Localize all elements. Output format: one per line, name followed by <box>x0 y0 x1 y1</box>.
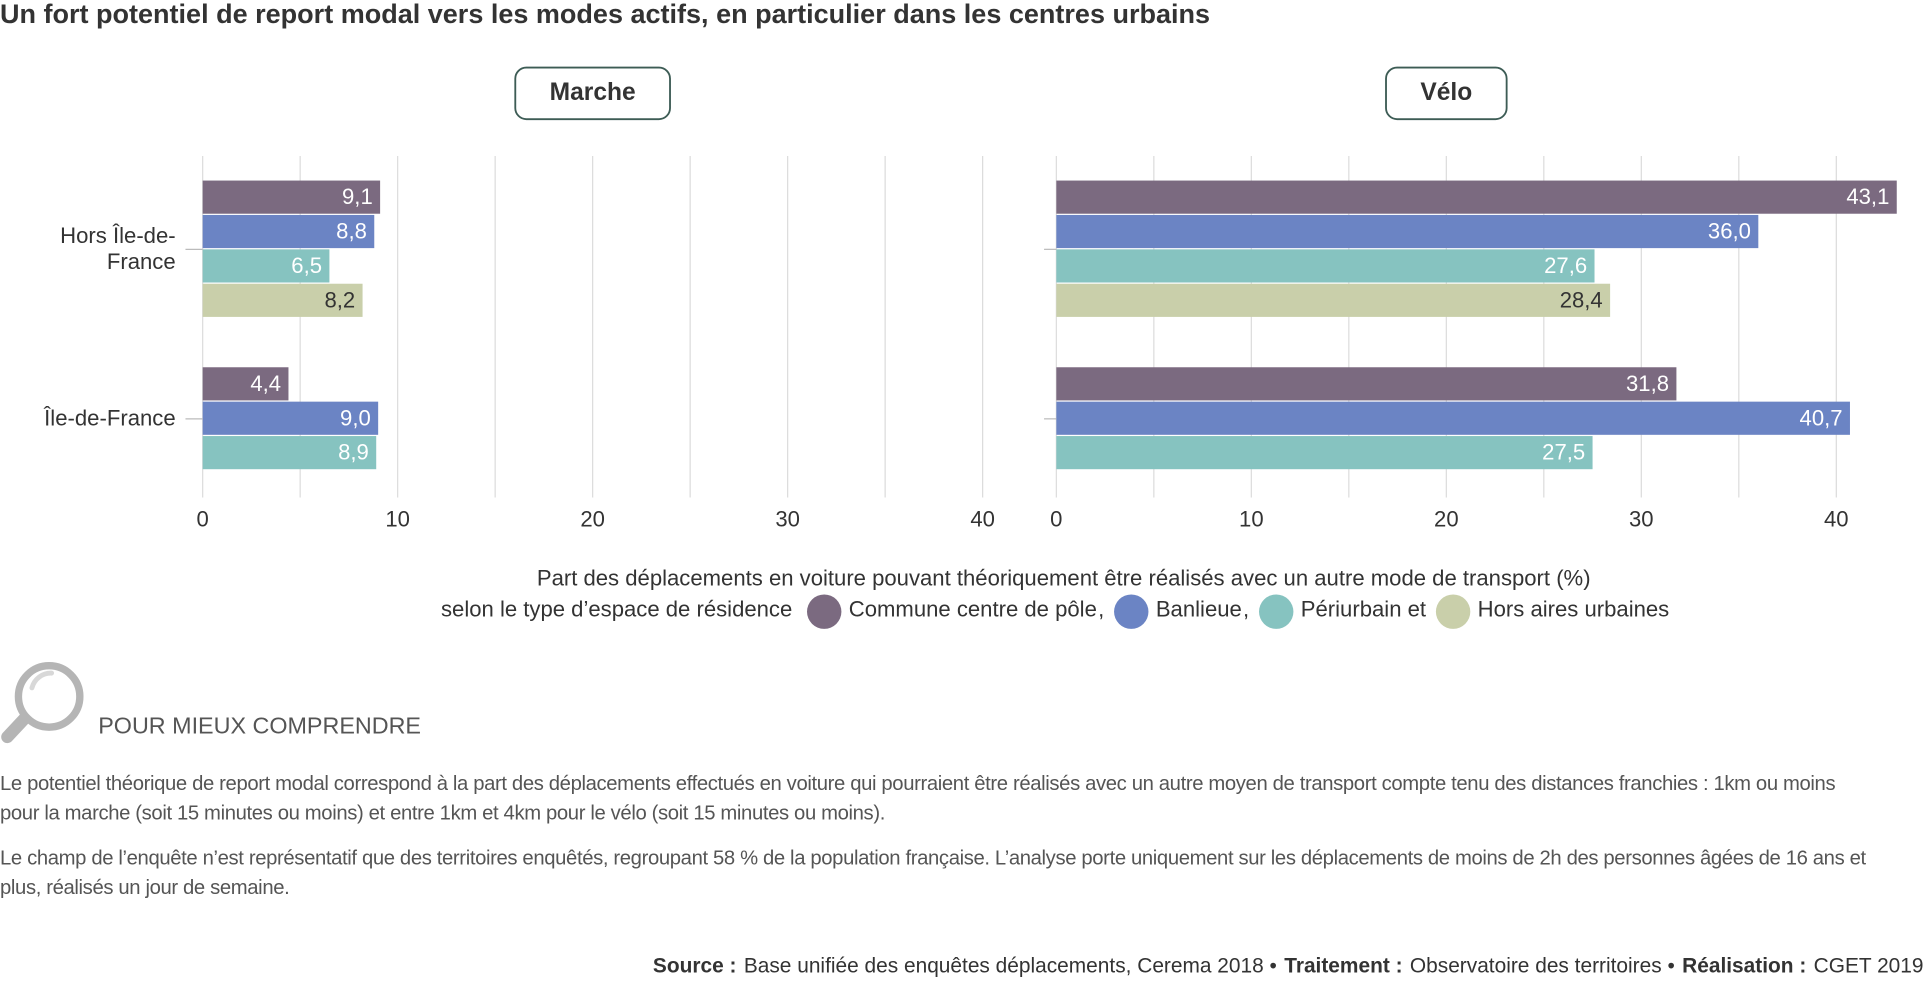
bar <box>1056 214 1759 249</box>
value-label: 28,4 <box>1560 287 1603 312</box>
axis-title: Part des déplacements en voiture pouvant… <box>537 566 1591 591</box>
panel-title: Marche <box>550 79 636 106</box>
value-label: 4,4 <box>250 371 281 396</box>
x-tick-label: 20 <box>580 507 605 532</box>
source-text: Base unifiée des enquêtes déplacements, … <box>744 954 1277 977</box>
source-text: Observatoire des territoires • <box>1410 954 1675 977</box>
category-label: Hors Île-de-France <box>60 223 176 274</box>
x-tick-label: 30 <box>775 507 800 532</box>
source-label: Réalisation : <box>1682 954 1806 977</box>
x-tick-label: 30 <box>1629 507 1654 532</box>
value-label: 8,9 <box>338 440 369 465</box>
bar <box>1056 283 1611 317</box>
x-tick-label: 0 <box>1050 507 1062 532</box>
chart-title: Un fort potentiel de report modal vers l… <box>0 0 1210 29</box>
bar <box>1056 401 1850 435</box>
bar <box>202 214 375 249</box>
x-tick-label: 10 <box>385 507 410 532</box>
bar <box>202 401 379 435</box>
source-text: CGET 2019 <box>1814 954 1924 977</box>
legend: selon le type d’espace de résidence Commu… <box>441 594 1670 629</box>
x-tick-label: 10 <box>1239 507 1264 532</box>
legend-label: Hors aires urbaines <box>1478 596 1670 621</box>
source-label: Source : <box>653 954 737 977</box>
value-label: 8,2 <box>324 287 355 312</box>
note-paragraph: Le champ de l’enquête n’est représentati… <box>0 847 1866 900</box>
bar <box>1056 180 1897 214</box>
legend-swatch <box>807 594 842 629</box>
value-label: 31,8 <box>1626 371 1669 396</box>
legend-separator: , <box>1098 596 1104 621</box>
legend-swatch <box>1435 594 1471 629</box>
value-label: 36,0 <box>1708 219 1751 244</box>
legend-label: Périurbain <box>1301 596 1402 621</box>
value-label: 9,1 <box>342 184 373 209</box>
note-paragraph: Le potentiel théorique de report modal c… <box>0 772 1836 825</box>
source: Source : Base unifiée des enquêtes déplac… <box>653 954 1924 977</box>
value-label: 27,5 <box>1542 440 1585 465</box>
bar <box>202 436 377 470</box>
bar <box>1056 436 1593 470</box>
x-tick-label: 40 <box>970 507 995 532</box>
legend-swatch <box>1259 594 1294 629</box>
value-label: 8,8 <box>336 219 367 244</box>
magnifier-icon <box>1 662 84 744</box>
bar <box>202 180 381 214</box>
value-label: 9,0 <box>340 405 371 430</box>
legend-separator: et <box>1408 596 1426 621</box>
category-label: Île-de-France <box>44 405 176 431</box>
x-tick-label: 40 <box>1824 507 1849 532</box>
legend-separator: , <box>1243 596 1249 621</box>
bar <box>1056 367 1677 401</box>
legend-label: Banlieue <box>1156 596 1242 621</box>
bar <box>202 367 289 401</box>
source-label: Traitement : <box>1284 954 1402 977</box>
bar <box>1056 249 1595 283</box>
value-label: 43,1 <box>1846 184 1889 209</box>
note-heading: POUR MIEUX COMPRENDRE <box>98 712 421 738</box>
legend-swatch <box>1114 594 1149 629</box>
legend-label: Commune centre de pôle <box>849 596 1097 621</box>
panel-title-box <box>1385 66 1508 121</box>
note: Le potentiel théorique de report modal c… <box>0 769 1867 919</box>
x-tick-label: 0 <box>197 507 209 532</box>
value-label: 40,7 <box>1800 405 1843 430</box>
bar <box>202 283 363 317</box>
value-label: 27,6 <box>1544 253 1587 278</box>
legend-prefix: selon le type d’espace de résidence <box>441 596 792 621</box>
x-tick-label: 20 <box>1434 507 1459 532</box>
value-label: 6,5 <box>291 253 322 278</box>
panel-title-box <box>514 66 671 121</box>
panel-title: Vélo <box>1420 79 1472 106</box>
bar <box>202 249 330 283</box>
